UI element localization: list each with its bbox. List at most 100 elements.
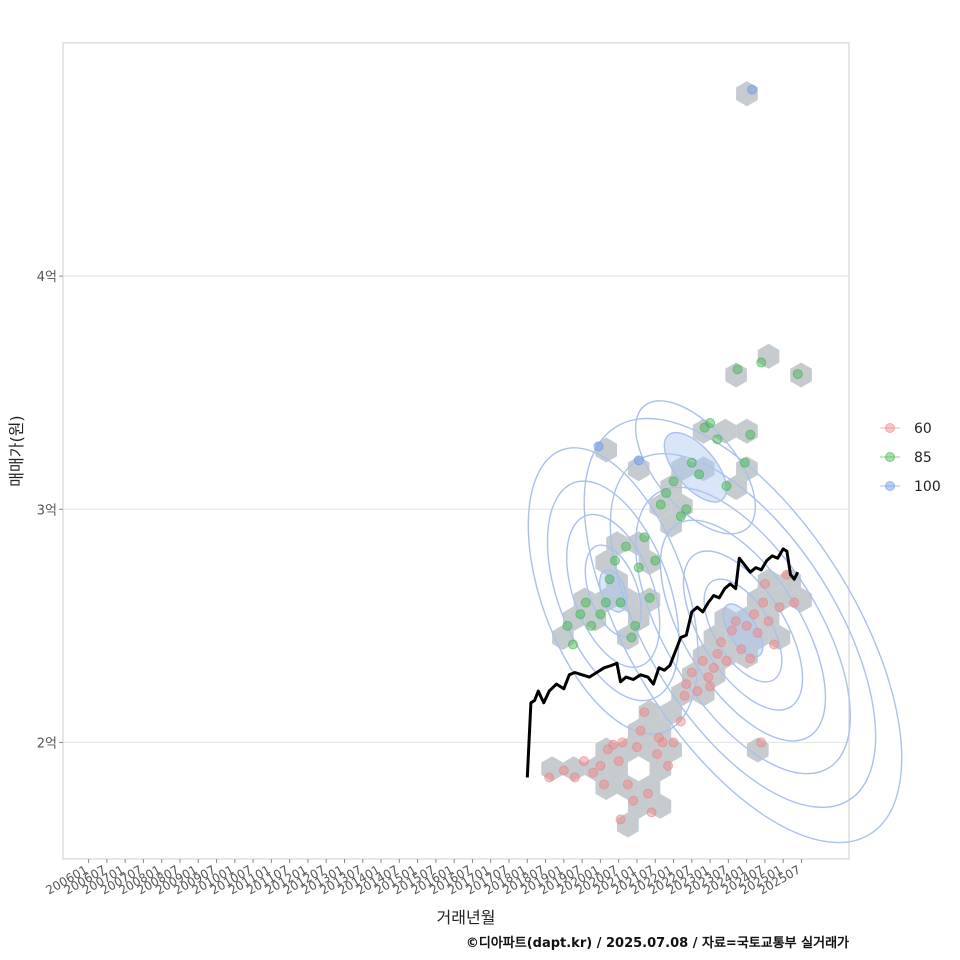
point-series-60 [668, 737, 679, 748]
density-contour [663, 431, 728, 503]
hexbin-cell [541, 756, 563, 782]
point-series-60 [544, 772, 555, 783]
hexbin-cell [627, 606, 650, 632]
point-series-85 [580, 597, 591, 608]
point-series-85 [650, 555, 661, 566]
point-series-60 [628, 795, 639, 806]
density-contour [659, 519, 827, 742]
point-series-85 [615, 597, 626, 608]
point-series-85 [575, 609, 586, 620]
y-tick-label: 4억 [37, 270, 57, 285]
hexbin-cell [606, 756, 628, 782]
density-contour [609, 453, 877, 808]
point-series-85 [600, 597, 611, 608]
point-series-60 [752, 627, 763, 638]
hexbin-cell [757, 343, 780, 369]
hexbin-cell [660, 737, 682, 763]
point-series-60 [639, 707, 650, 718]
y-axis-label: 매매가(원) [7, 415, 26, 486]
density-contours [527, 400, 903, 844]
hexbin-cell [584, 606, 607, 632]
point-series-85 [567, 639, 578, 650]
point-series-60 [774, 602, 785, 613]
point-series-60 [686, 667, 697, 678]
point-series-60 [569, 772, 580, 783]
point-series-60 [789, 597, 800, 608]
point-series-60 [730, 616, 741, 627]
point-series-85 [661, 487, 672, 498]
x-axis-label: 거래년월 [437, 908, 496, 927]
point-series-85 [595, 609, 606, 620]
point-series-85 [626, 632, 637, 643]
average-price-line [525, 547, 800, 778]
point-series-60 [653, 732, 664, 743]
point-series-85 [586, 620, 597, 631]
point-series-60 [599, 779, 610, 790]
point-series-85 [686, 457, 697, 468]
source-caption: ©디아파트(dapt.kr) / 2025.07.08 / 자료=국토교통부 실… [466, 935, 849, 951]
point-series-85 [739, 457, 750, 468]
hexbin-cell [725, 475, 747, 500]
hexbin-cell [736, 81, 758, 107]
point-series-60 [631, 742, 642, 753]
hexbin-cell [627, 531, 650, 557]
hexbin-cell [714, 418, 737, 444]
point-series-60 [769, 639, 780, 650]
point-series-60 [745, 653, 756, 664]
hexbin-cell [790, 362, 812, 388]
point-series-60 [758, 597, 769, 608]
hexbin-cell [692, 456, 715, 482]
point-series-85 [675, 511, 686, 522]
point-series-60 [741, 620, 752, 631]
point-series-100 [593, 441, 604, 452]
plot-panel [62, 42, 850, 860]
point-series-60 [712, 648, 723, 659]
hexbin-cell [617, 775, 639, 800]
point-series-85 [732, 364, 743, 375]
hexbin-cell [649, 718, 672, 744]
legend-label-100: 100 [914, 479, 941, 495]
density-contour [584, 544, 642, 638]
point-series-60 [721, 655, 732, 666]
hexbin-cell [768, 625, 791, 650]
hexbin-cell [638, 775, 661, 800]
point-series-60 [697, 655, 708, 666]
legend-label-60: 60 [914, 421, 932, 437]
point-series-60 [692, 686, 703, 697]
point-series-85 [655, 499, 666, 510]
hexbin-cell [649, 793, 672, 819]
density-contour [634, 400, 757, 535]
point-series-85 [610, 555, 621, 566]
point-series-60 [642, 788, 653, 799]
point-series-60 [613, 756, 624, 767]
point-series-60 [679, 690, 690, 701]
point-series-60 [578, 756, 589, 767]
y-tick-label: 2억 [37, 736, 57, 751]
hexbin-cell [595, 550, 617, 575]
point-series-60 [705, 681, 716, 692]
point-series-60 [595, 760, 606, 771]
point-series-85 [639, 532, 650, 543]
hexbin-cell [671, 493, 693, 519]
point-series-60 [716, 637, 727, 648]
point-series-60 [617, 737, 628, 748]
point-series-60 [675, 716, 686, 727]
hexbin-cell [660, 700, 682, 725]
point-series-85 [633, 562, 644, 573]
density-contour [527, 447, 699, 735]
point-series-60 [646, 807, 657, 818]
point-series-85 [630, 620, 641, 631]
legend-marker-100 [885, 481, 895, 491]
legend-marker-85 [885, 452, 895, 462]
hexbin-cell [746, 737, 769, 763]
point-series-60 [748, 609, 759, 620]
point-series-60 [703, 672, 714, 683]
point-series-100 [633, 455, 644, 466]
density-contour [634, 486, 852, 775]
legend: 60 85 100 [880, 421, 941, 495]
point-series-60 [756, 737, 767, 748]
point-series-60 [558, 765, 569, 776]
point-series-85 [668, 476, 679, 487]
point-series-60 [652, 749, 663, 760]
hexbin-cell [736, 606, 758, 632]
